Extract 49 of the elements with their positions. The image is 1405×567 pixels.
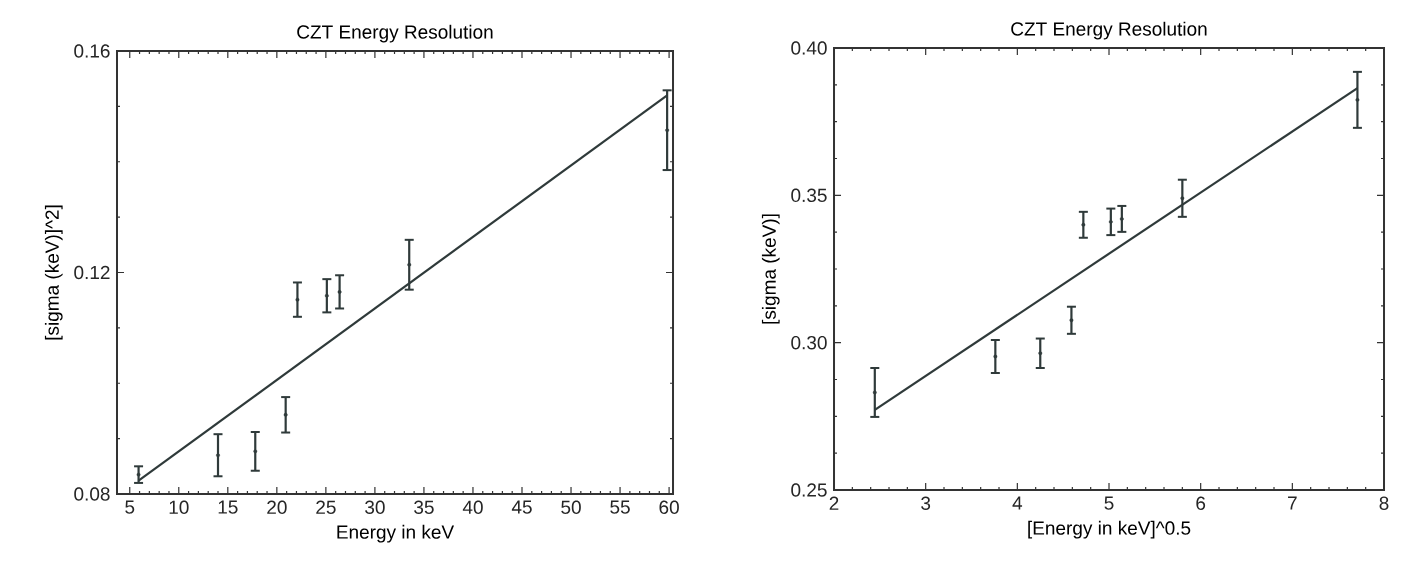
point (1038, 351, 1043, 356)
y-tick-label: 0.25 (791, 483, 827, 497)
point (872, 390, 877, 395)
x-tick-label: 4 (1012, 496, 1023, 510)
point (283, 412, 288, 417)
x-tick-label: 55 (610, 500, 630, 514)
chart-title: CZT Energy Resolution (1011, 21, 1207, 40)
x-tick-label: 25 (316, 500, 336, 514)
y-tick-label: 0.08 (74, 487, 110, 501)
y-axis-title: [sigma (keV)]^2] (44, 205, 63, 340)
point (1069, 318, 1074, 323)
x-tick-label: 5 (125, 500, 135, 514)
y-tick-label: 0.12 (74, 265, 110, 280)
x-axis-title: Energy in keV (337, 524, 455, 543)
point (136, 472, 141, 477)
x-tick-label: 20 (267, 500, 287, 514)
y-tick-label: 0.35 (791, 188, 827, 203)
y-tick-label: 0.16 (74, 44, 110, 58)
point (665, 128, 670, 133)
x-tick-label: 50 (561, 500, 581, 514)
point (216, 453, 220, 458)
point (337, 289, 342, 294)
x-tick-label: 6 (1196, 496, 1206, 510)
x-tick-label: 40 (462, 500, 483, 514)
point (295, 297, 300, 302)
point (1081, 222, 1086, 227)
x-tick-label: 30 (365, 500, 385, 514)
x-tick-label: 7 (1288, 496, 1297, 510)
point (407, 262, 412, 267)
x-axis-title: [Energy in keV]^0.5 (1028, 520, 1191, 539)
point (1108, 219, 1113, 224)
x-tick-label: 15 (218, 500, 238, 514)
x-tick-label: 8 (1379, 496, 1389, 510)
point (324, 293, 329, 298)
point (253, 449, 258, 454)
point (1355, 97, 1360, 102)
x-tick-label: 3 (921, 496, 931, 510)
x-tick-label: 5 (1104, 496, 1114, 510)
y-tick-label: 0.30 (791, 335, 827, 350)
x-tick-label: 35 (414, 500, 434, 514)
x-tick-label: 10 (169, 500, 189, 514)
y-axis-title: [sigma (keV)] (761, 214, 780, 324)
x-tick-label: 60 (659, 500, 679, 514)
point (1180, 196, 1185, 201)
x-tick-label: 2 (829, 496, 839, 510)
point (993, 354, 998, 359)
x-tick-label: 45 (511, 500, 532, 514)
chart-title: CZT Energy Resolution (297, 24, 493, 43)
y-tick-label: 0.40 (791, 41, 827, 55)
